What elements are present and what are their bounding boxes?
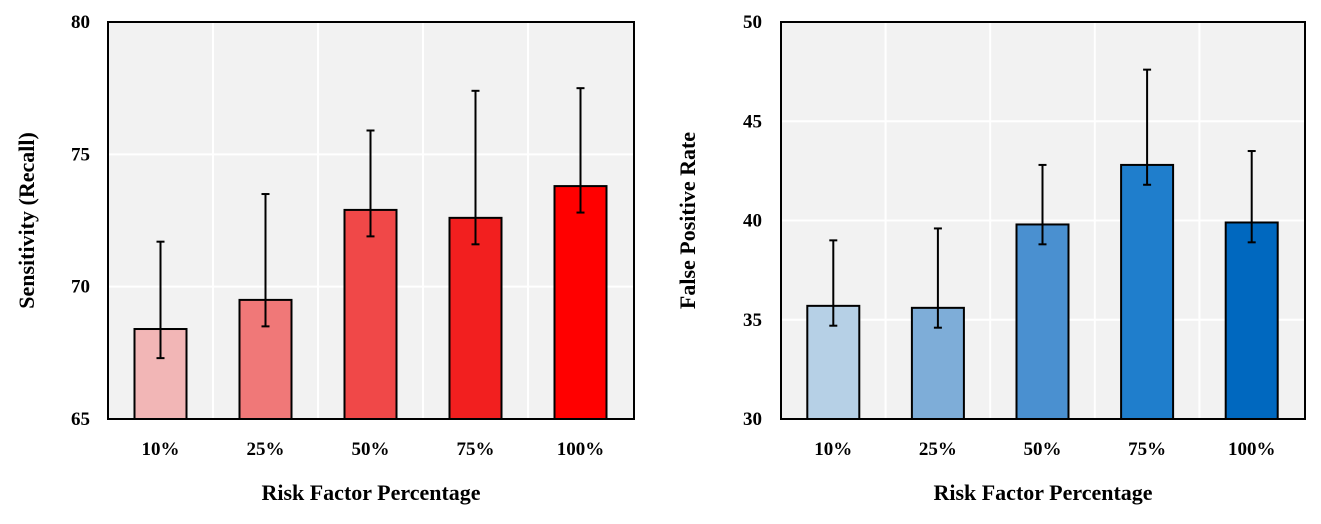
chart-panel-2: 10% 25% 50% 75% 100% 30 35 40 45 50 Risk Factor Pe… [675, 12, 1306, 505]
x-tick-label: 50% [352, 439, 390, 460]
x-axis-label: Risk Factor Percentage [261, 480, 480, 505]
bar [343, 208, 398, 420]
y-tick-label: 80 [71, 12, 90, 33]
bar [1015, 223, 1070, 420]
x-axis-label: Risk Factor Percentage [933, 480, 1152, 505]
plot-frame [107, 21, 635, 420]
y-tick-label: 75 [71, 144, 90, 165]
chart-panel-1: 10% 25% 50% 75% 100% 65 70 75 80 Risk Factor Perc… [14, 12, 635, 505]
bar [448, 216, 503, 420]
x-tick-label: 25% [247, 439, 285, 460]
bar [1224, 221, 1279, 420]
y-tick-label: 50 [743, 12, 762, 33]
bar [553, 185, 608, 420]
y-tick-label: 65 [71, 409, 90, 430]
x-tick-label: 75% [457, 439, 495, 460]
y-axis-label: Sensitivity (Recall) [14, 132, 39, 309]
x-tick-label: 50% [1024, 439, 1062, 460]
y-tick-label: 40 [743, 211, 762, 232]
bar [1120, 163, 1175, 420]
x-tick-label: 100% [1228, 439, 1276, 460]
plot-frame [780, 21, 1306, 420]
x-tick-label: 25% [919, 439, 957, 460]
y-tick-label: 30 [743, 409, 762, 430]
y-tick-label: 70 [71, 277, 90, 298]
y-axis-label: False Positive Rate [675, 132, 700, 309]
x-tick-label: 10% [142, 439, 180, 460]
x-tick-label: 75% [1128, 439, 1166, 460]
x-tick-label: 100% [557, 439, 605, 460]
y-tick-label: 35 [743, 310, 762, 331]
x-tick-label: 10% [814, 439, 852, 460]
y-tick-label: 45 [743, 111, 762, 132]
